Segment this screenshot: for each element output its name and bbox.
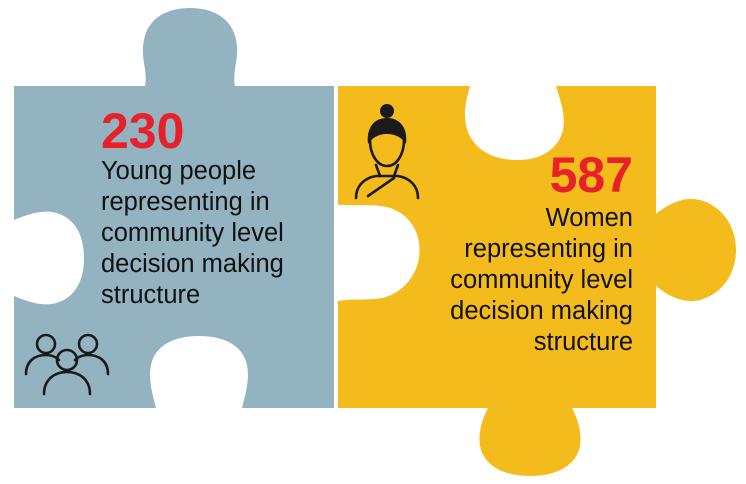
- women-description-line: Women: [545, 204, 633, 232]
- woman-icon: [354, 104, 420, 200]
- women-description-line: representing in: [464, 235, 633, 263]
- young-people-description-line: decision making: [101, 250, 284, 278]
- young-people-description-line: representing in: [101, 188, 270, 216]
- young-people-description-line: structure: [101, 281, 201, 309]
- young-people-puzzle-piece: [14, 8, 334, 408]
- young-people-description-line: community level: [101, 219, 284, 247]
- women-description-line: decision making: [450, 297, 633, 325]
- women-description-line: structure: [533, 328, 633, 356]
- group-of-people-icon: [24, 333, 110, 396]
- women-description: Women representing in community level de…: [450, 203, 633, 358]
- young-people-count: 230: [101, 103, 185, 159]
- puzzle-seam: [334, 86, 420, 408]
- young-people-description-line: Young people: [101, 157, 257, 185]
- women-description-line: community level: [450, 266, 633, 294]
- women-count: 587: [549, 147, 633, 203]
- young-people-description: Young people representing in community l…: [101, 156, 284, 311]
- women-puzzle-piece: [338, 86, 736, 476]
